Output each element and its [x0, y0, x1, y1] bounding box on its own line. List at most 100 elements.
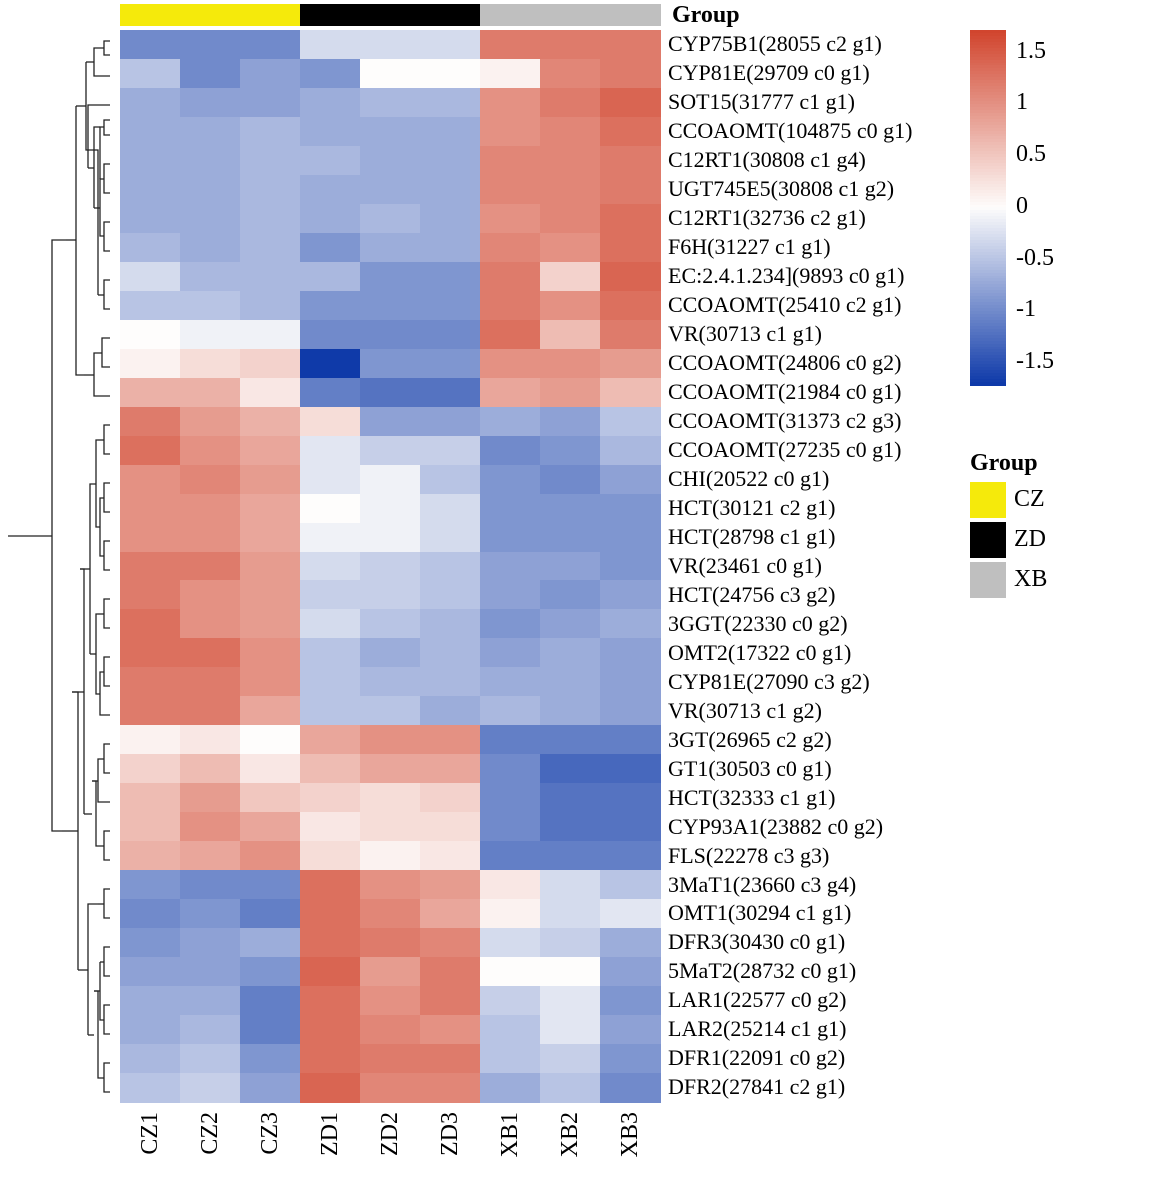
heatmap-cell [300, 407, 361, 437]
heatmap-cell [180, 899, 241, 929]
heatmap-cell [120, 1044, 181, 1074]
heatmap-cell [480, 928, 541, 958]
heatmap-cell [480, 957, 541, 987]
heatmap-cell [360, 957, 421, 987]
group-band-cell [420, 4, 481, 26]
heatmap-cell [120, 783, 181, 813]
heatmap-cell [600, 117, 661, 147]
heatmap-cell [540, 117, 601, 147]
row-label: CCOAOMT(104875 c0 g1) [668, 118, 912, 144]
heatmap-cell [120, 436, 181, 466]
row-label: LAR1(22577 c0 g2) [668, 987, 846, 1013]
heatmap-cell [480, 88, 541, 118]
heatmap-cell [480, 204, 541, 234]
heatmap-cell [120, 233, 181, 263]
heatmap-cell [360, 928, 421, 958]
colorbar-tick: -0.5 [1016, 245, 1054, 272]
heatmap-cell [420, 957, 481, 987]
heatmap-cell [540, 320, 601, 350]
heatmap-cell [300, 30, 361, 60]
heatmap-cell [360, 638, 421, 668]
heatmap-cell [240, 436, 301, 466]
heatmap-cell [240, 841, 301, 871]
heatmap-cell [600, 754, 661, 784]
row-label: DFR1(22091 c0 g2) [668, 1045, 845, 1071]
dendrogram-branch [76, 106, 84, 375]
heatmap-cell [600, 494, 661, 524]
heatmap-cell [360, 812, 421, 842]
heatmap-cell [240, 696, 301, 726]
heatmap-cell [360, 1044, 421, 1074]
group-label: ZD [1014, 526, 1046, 553]
heatmap-cell [120, 407, 181, 437]
row-label: OMT1(30294 c1 g1) [668, 900, 851, 926]
heatmap-cell [300, 523, 361, 553]
group-legend-title: Group [970, 450, 1038, 477]
heatmap-cell [540, 667, 601, 697]
group-band-cell [600, 4, 661, 26]
heatmap-cell [480, 754, 541, 784]
heatmap-cell [120, 696, 181, 726]
heatmap-cell [300, 870, 361, 900]
colorbar-slice [970, 382, 1006, 386]
heatmap-cell [420, 638, 481, 668]
heatmap-cell [300, 783, 361, 813]
row-label: UGT745E5(30808 c1 g2) [668, 176, 894, 202]
group-band-cell [360, 4, 421, 26]
heatmap-cell [360, 233, 421, 263]
heatmap-cell [540, 870, 601, 900]
heatmap-cell [240, 291, 301, 321]
heatmap-cell [360, 465, 421, 495]
heatmap-cell [180, 609, 241, 639]
heatmap-cell [420, 552, 481, 582]
colorbar-tick: 0 [1016, 193, 1028, 220]
heatmap-cell [360, 146, 421, 176]
dendrogram-branch [100, 672, 110, 715]
heatmap-cell [540, 407, 601, 437]
heatmap-cell [420, 291, 481, 321]
heatmap-cell [600, 175, 661, 205]
heatmap-cell [360, 175, 421, 205]
heatmap-cell [480, 725, 541, 755]
heatmap-cell [240, 870, 301, 900]
heatmap [120, 30, 660, 1102]
heatmap-cell [300, 349, 361, 379]
heatmap-cell [300, 1044, 361, 1074]
heatmap-cell [120, 725, 181, 755]
heatmap-cell [120, 88, 181, 118]
heatmap-cell [120, 667, 181, 697]
heatmap-cell [480, 407, 541, 437]
heatmap-cell [300, 204, 361, 234]
heatmap-cell [360, 523, 421, 553]
heatmap-cell [300, 580, 361, 610]
heatmap-cell [420, 899, 481, 929]
heatmap-cell [180, 523, 241, 553]
column-label: ZD3 [437, 1112, 464, 1156]
heatmap-cell [480, 609, 541, 639]
heatmap-cell [360, 899, 421, 929]
heatmap-cell [240, 320, 301, 350]
heatmap-cell [420, 696, 481, 726]
heatmap-cell [480, 899, 541, 929]
heatmap-cell [480, 1073, 541, 1103]
heatmap-cell [360, 88, 421, 118]
dendrogram-branch [88, 105, 110, 168]
column-label: CZ2 [197, 1112, 224, 1155]
dendrogram-branch [94, 127, 100, 208]
heatmap-cell [480, 291, 541, 321]
dendrogram-branch [104, 483, 110, 512]
row-dendrogram [4, 30, 120, 1110]
heatmap-cell [180, 1044, 241, 1074]
heatmap-cell [240, 754, 301, 784]
group-band-cell [480, 4, 541, 26]
dendrogram-branch [90, 484, 96, 654]
heatmap-cell [540, 175, 601, 205]
heatmap-cell [300, 1073, 361, 1103]
heatmap-cell [540, 349, 601, 379]
heatmap-cell [480, 146, 541, 176]
heatmap-cell [120, 841, 181, 871]
heatmap-cell [300, 1015, 361, 1045]
heatmap-cell [300, 696, 361, 726]
heatmap-cell [240, 378, 301, 408]
heatmap-cell [240, 638, 301, 668]
